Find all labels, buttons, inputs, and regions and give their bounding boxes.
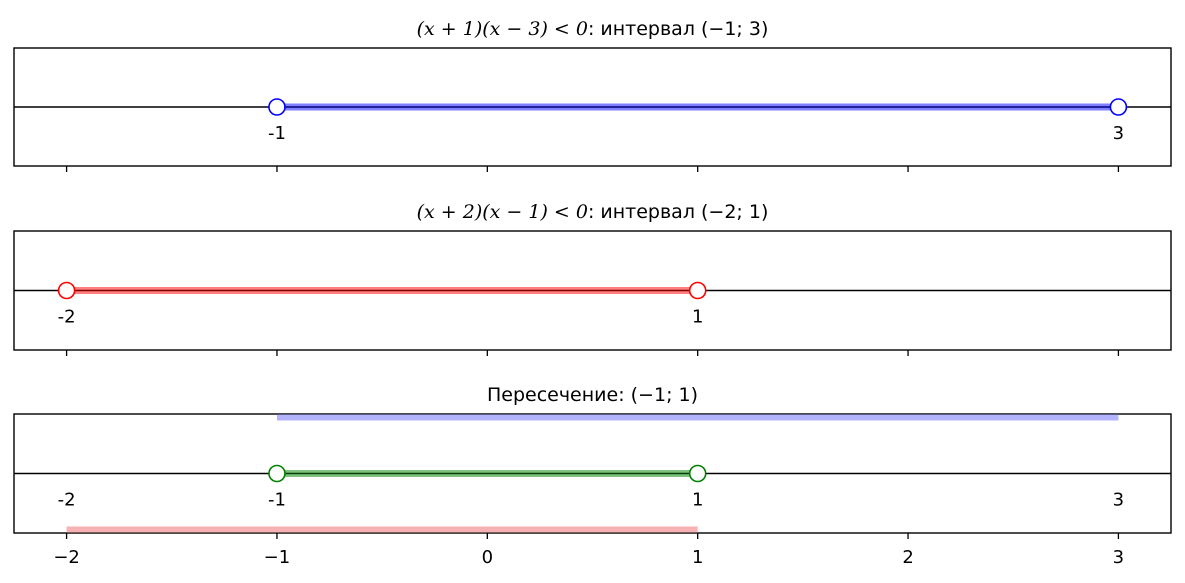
point-label: -1 bbox=[268, 123, 286, 144]
panel-2: (x + 2)(x − 1) < 0: интервал (−2; 1) -2 1 bbox=[13, 201, 1172, 356]
panel-title: (x + 1)(x − 3) < 0: интервал (−1; 3) bbox=[417, 18, 769, 40]
open-endpoint-marker bbox=[688, 281, 707, 300]
open-endpoint-marker bbox=[268, 464, 286, 483]
point-label: 1 bbox=[692, 490, 703, 511]
point-label: -2 bbox=[58, 490, 76, 511]
open-endpoint-marker bbox=[688, 464, 707, 483]
open-endpoint-marker bbox=[57, 281, 76, 300]
point-label: 3 bbox=[1113, 123, 1124, 144]
panel-1: (x + 1)(x − 3) < 0: интервал (−1; 3) -1 3 bbox=[13, 18, 1172, 172]
panel-title: Пересечение: (−1; 1) bbox=[487, 384, 698, 406]
open-endpoint-marker bbox=[1109, 98, 1128, 116]
point-label: 3 bbox=[1113, 490, 1124, 511]
panel-title: (x + 2)(x − 1) < 0: интервал (−2; 1) bbox=[417, 201, 769, 223]
x-tick-label: 0 bbox=[482, 547, 493, 568]
x-tick-label: −1 bbox=[264, 547, 291, 568]
panel-3: Пересечение: (−1; 1) -2 -1 1 3 −2 −1 0 1 2 3 bbox=[13, 384, 1172, 568]
open-endpoint-marker bbox=[268, 98, 286, 116]
x-tick-label: 2 bbox=[902, 547, 913, 568]
x-tick-label: −2 bbox=[53, 547, 80, 568]
x-tick-label: 3 bbox=[1113, 547, 1124, 568]
point-label: -2 bbox=[58, 307, 76, 328]
x-tick-label: 1 bbox=[692, 547, 703, 568]
point-label: 1 bbox=[692, 307, 703, 328]
point-label: -1 bbox=[268, 490, 286, 511]
